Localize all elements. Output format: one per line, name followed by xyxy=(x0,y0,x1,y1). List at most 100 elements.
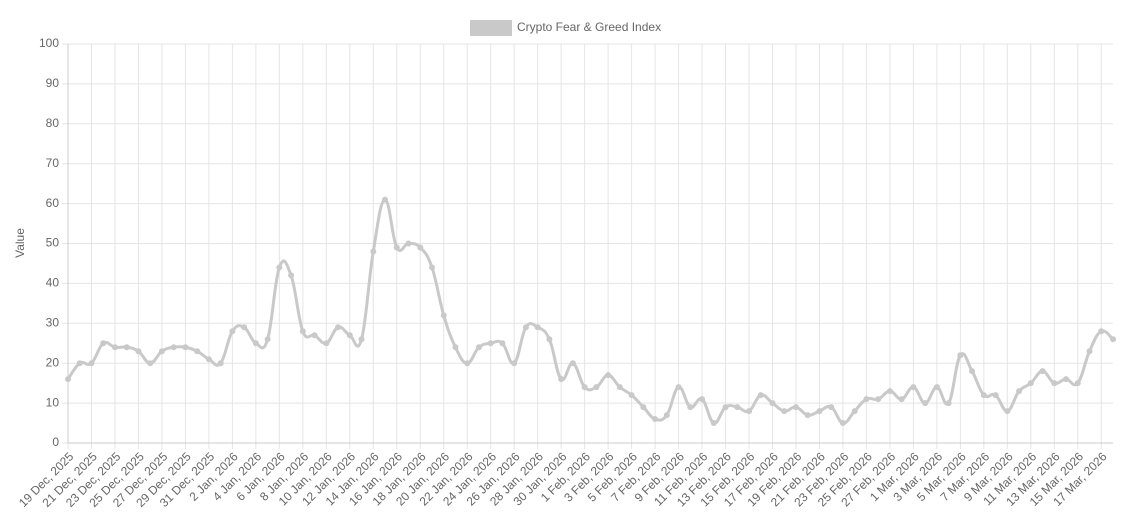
point xyxy=(229,328,236,335)
point xyxy=(640,404,647,411)
point xyxy=(522,324,529,331)
point xyxy=(863,396,870,403)
legend-label: Crypto Fear & Greed Index xyxy=(517,20,661,34)
point xyxy=(652,416,659,423)
line xyxy=(66,198,1115,425)
point xyxy=(851,408,858,415)
point xyxy=(957,352,964,359)
point xyxy=(922,400,929,407)
point xyxy=(534,324,541,331)
point xyxy=(417,244,424,251)
point xyxy=(158,348,165,355)
point xyxy=(135,348,142,355)
point xyxy=(100,340,107,347)
point xyxy=(147,360,154,367)
point xyxy=(323,340,330,347)
point xyxy=(252,340,259,347)
y-tick-label: 40 xyxy=(46,276,60,290)
point xyxy=(687,404,694,411)
point xyxy=(1027,380,1034,387)
point xyxy=(781,408,788,415)
point xyxy=(428,264,435,271)
y-axis-title: Value xyxy=(13,228,27,258)
point xyxy=(76,360,83,367)
point xyxy=(1074,380,1081,387)
point xyxy=(616,384,623,391)
point xyxy=(288,272,295,279)
point xyxy=(699,396,706,403)
y-tick-label: 10 xyxy=(46,395,60,409)
point xyxy=(264,336,271,343)
point xyxy=(487,340,494,347)
point xyxy=(393,244,400,251)
point xyxy=(311,332,318,339)
point xyxy=(886,388,893,395)
point xyxy=(1051,380,1058,387)
point xyxy=(182,344,189,351)
point xyxy=(875,396,882,403)
point xyxy=(205,356,212,363)
point xyxy=(382,196,389,203)
y-tick-label: 100 xyxy=(39,36,59,50)
point xyxy=(194,348,201,355)
point xyxy=(358,336,365,343)
point xyxy=(440,312,447,319)
point xyxy=(546,336,553,343)
point xyxy=(346,332,353,339)
point xyxy=(569,360,576,367)
point xyxy=(111,344,118,351)
point xyxy=(452,344,459,351)
point xyxy=(828,404,835,411)
point xyxy=(370,248,377,255)
point xyxy=(898,396,905,403)
point xyxy=(746,408,753,415)
point xyxy=(499,340,506,347)
point xyxy=(1110,336,1116,343)
point xyxy=(1098,328,1105,335)
point xyxy=(123,344,130,351)
point xyxy=(241,324,248,331)
point xyxy=(933,384,940,391)
y-tick-label: 20 xyxy=(46,355,60,369)
point xyxy=(299,328,306,335)
point xyxy=(945,400,952,407)
point xyxy=(217,360,224,367)
point xyxy=(276,264,283,271)
y-tick-label: 50 xyxy=(46,236,60,250)
point xyxy=(593,384,600,391)
point xyxy=(710,420,717,427)
point xyxy=(1086,348,1093,355)
point xyxy=(804,412,811,419)
point xyxy=(558,376,565,383)
point xyxy=(1039,368,1046,375)
point xyxy=(628,392,635,399)
y-tick-label: 70 xyxy=(46,156,60,170)
point xyxy=(170,344,177,351)
point xyxy=(335,324,342,331)
point xyxy=(734,404,741,411)
point xyxy=(722,404,729,411)
point xyxy=(581,384,588,391)
point xyxy=(88,360,95,367)
point xyxy=(1004,408,1011,415)
point xyxy=(792,404,799,411)
y-tick-label: 80 xyxy=(46,116,60,130)
point xyxy=(839,420,846,427)
point xyxy=(65,376,71,383)
point xyxy=(969,368,976,375)
point xyxy=(980,392,987,399)
y-tick-label: 60 xyxy=(46,196,60,210)
point xyxy=(464,360,471,367)
point xyxy=(992,392,999,399)
point xyxy=(757,392,764,399)
point xyxy=(1016,388,1023,395)
y-tick-label: 90 xyxy=(46,76,60,90)
point xyxy=(663,412,670,419)
point xyxy=(475,344,482,351)
y-tick-label: 30 xyxy=(46,315,60,329)
point xyxy=(769,400,776,407)
point xyxy=(511,360,518,367)
point xyxy=(910,384,917,391)
point xyxy=(816,408,823,415)
